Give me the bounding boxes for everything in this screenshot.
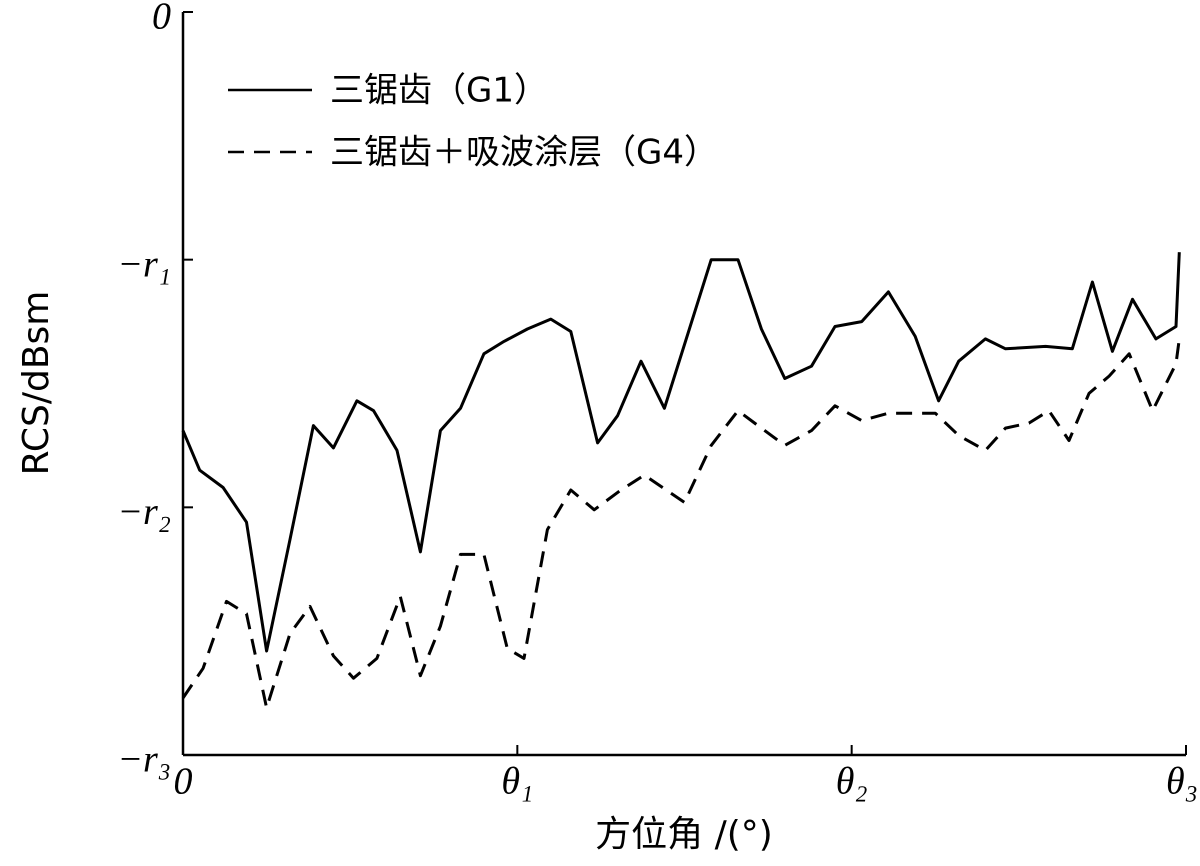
y-tick-label: −r₃ (117, 739, 171, 781)
x-tick-label: 0 (174, 761, 193, 803)
x-tick-label: θ₃ (1166, 761, 1198, 803)
y-tick-label: 0 (152, 0, 171, 38)
y-tick-label: −r₂ (117, 491, 171, 533)
legend-label: 三锯齿＋吸波涂层（G4） (330, 133, 718, 173)
series-line (181, 338, 1181, 710)
x-tick-label: θ₂ (836, 761, 868, 803)
y-tick-label: −r₁ (117, 243, 171, 285)
y-axis-label: RCS/dBsm (16, 291, 57, 476)
legend-label: 三锯齿（G1） (330, 71, 548, 111)
x-axis-label: 方位角 /(°) (595, 814, 773, 855)
x-tick-label: θ₁ (501, 761, 533, 803)
series-line (181, 252, 1181, 653)
